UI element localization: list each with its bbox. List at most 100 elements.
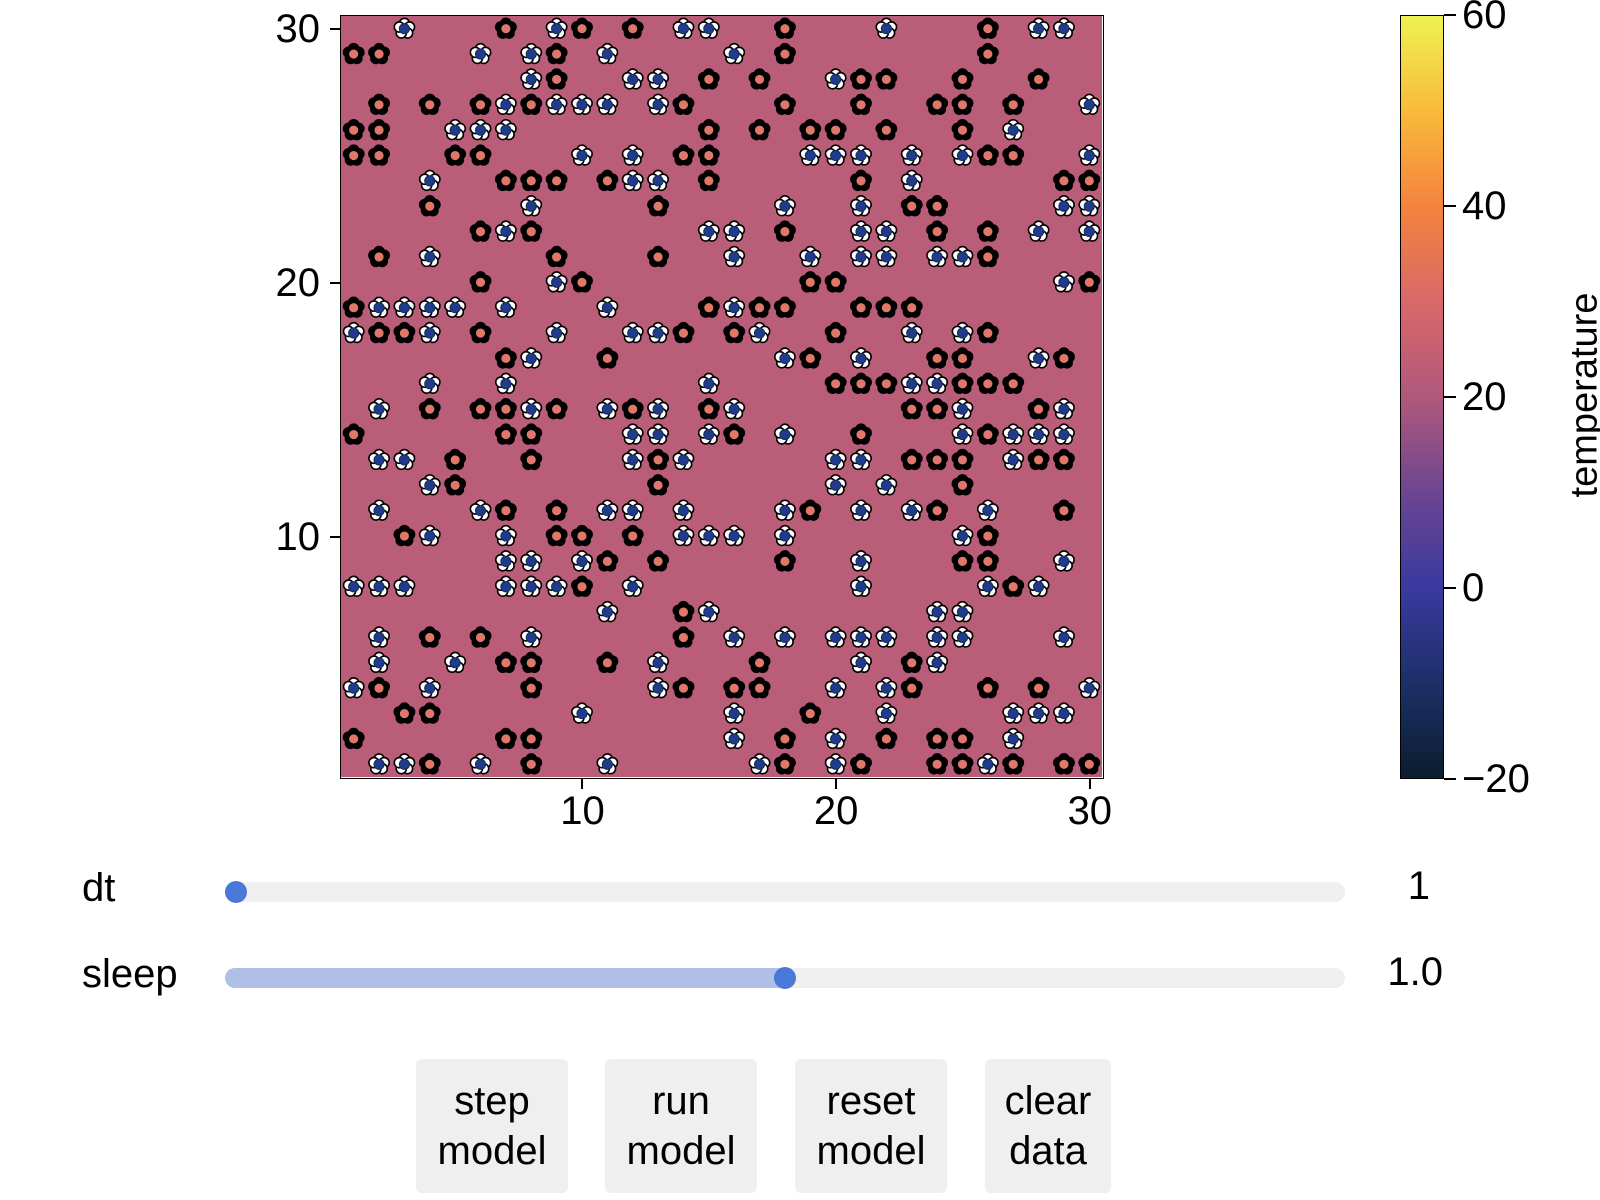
black-daisy: [926, 347, 949, 369]
black-daisy: [342, 727, 365, 750]
white-daisy: [621, 68, 644, 90]
clear-data-button[interactable]: clear data: [985, 1059, 1111, 1193]
white-daisy: [723, 727, 746, 750]
black-daisy: [926, 220, 949, 242]
black-daisy: [773, 550, 796, 572]
white-daisy: [1078, 195, 1101, 217]
black-daisy: [850, 753, 872, 775]
white-daisy: [444, 651, 467, 674]
black-daisy: [520, 651, 543, 674]
white-daisy: [926, 626, 949, 648]
black-daisy: [621, 17, 644, 39]
white-daisy: [1027, 17, 1050, 39]
black-daisy: [773, 17, 796, 39]
black-daisy: [621, 397, 644, 420]
black-daisy: [748, 118, 771, 141]
white-daisy: [1053, 397, 1075, 420]
black-daisy: [951, 347, 974, 369]
black-daisy: [723, 321, 746, 344]
white-daisy: [824, 753, 847, 775]
step-model-button[interactable]: step model: [416, 1059, 568, 1193]
white-daisy: [469, 499, 492, 521]
black-daisy: [900, 397, 923, 420]
white-daisy: [393, 448, 416, 471]
black-daisy: [850, 372, 872, 394]
white-daisy: [850, 448, 872, 471]
black-daisy: [850, 423, 872, 445]
dt-slider[interactable]: [225, 881, 1345, 903]
black-daisy: [976, 321, 999, 344]
black-daisy: [875, 296, 898, 318]
white-daisy: [773, 195, 796, 217]
black-daisy: [773, 220, 796, 242]
white-daisy: [748, 753, 771, 775]
black-daisy: [824, 271, 847, 293]
white-daisy: [469, 753, 492, 775]
reset-model-button[interactable]: reset model: [795, 1059, 947, 1193]
white-daisy: [596, 42, 619, 65]
white-daisy: [850, 499, 872, 521]
white-daisy: [621, 575, 644, 597]
black-daisy: [850, 68, 872, 90]
white-daisy: [418, 677, 441, 699]
black-daisy: [951, 550, 974, 572]
black-daisy: [520, 93, 543, 115]
white-daisy: [1002, 727, 1025, 750]
black-daisy: [976, 42, 999, 65]
black-daisy: [368, 245, 390, 268]
black-daisy: [1053, 499, 1075, 521]
sleep-slider[interactable]: [225, 967, 1345, 989]
colorbar-tick-label: −20: [1462, 757, 1530, 801]
black-daisy: [494, 423, 517, 445]
white-daisy: [875, 245, 898, 268]
white-daisy: [672, 17, 695, 39]
black-daisy: [723, 677, 746, 699]
black-daisy: [545, 42, 568, 65]
white-daisy: [596, 600, 619, 623]
white-daisy: [773, 626, 796, 648]
x-tick-mark: [1088, 779, 1091, 789]
black-daisy: [469, 397, 492, 420]
white-daisy: [951, 600, 974, 623]
black-daisy: [976, 372, 999, 394]
white-daisy: [1053, 626, 1075, 648]
black-daisy: [723, 423, 746, 445]
white-daisy: [621, 448, 644, 471]
colorbar-tick-mark: [1444, 205, 1456, 207]
y-tick-mark: [330, 535, 340, 538]
temperature-field: [341, 16, 1102, 777]
white-daisy: [976, 753, 999, 775]
white-daisy: [621, 169, 644, 192]
black-daisy: [672, 677, 695, 699]
black-daisy: [926, 397, 949, 420]
white-daisy: [368, 397, 390, 420]
black-daisy: [926, 727, 949, 750]
white-daisy: [1027, 575, 1050, 597]
white-daisy: [1002, 118, 1025, 141]
white-daisy: [545, 93, 568, 115]
white-daisy: [393, 753, 416, 775]
black-daisy: [1002, 575, 1025, 597]
white-daisy: [748, 321, 771, 344]
white-daisy: [976, 575, 999, 597]
black-daisy: [342, 296, 365, 318]
dt-slider-handle[interactable]: [225, 881, 247, 903]
y-tick-label: 20: [275, 260, 321, 305]
white-daisy: [621, 423, 644, 445]
white-daisy: [850, 651, 872, 674]
black-daisy: [368, 93, 390, 115]
run-model-button[interactable]: run model: [605, 1059, 757, 1193]
white-daisy: [951, 626, 974, 648]
white-daisy: [824, 448, 847, 471]
white-daisy: [875, 677, 898, 699]
white-daisy: [773, 347, 796, 369]
black-daisy: [748, 68, 771, 90]
black-daisy: [951, 118, 974, 141]
white-daisy: [520, 42, 543, 65]
black-daisy: [418, 195, 441, 217]
black-daisy: [951, 753, 974, 775]
white-daisy: [596, 753, 619, 775]
black-daisy: [773, 42, 796, 65]
white-daisy: [723, 702, 746, 724]
sleep-slider-handle[interactable]: [774, 967, 796, 989]
